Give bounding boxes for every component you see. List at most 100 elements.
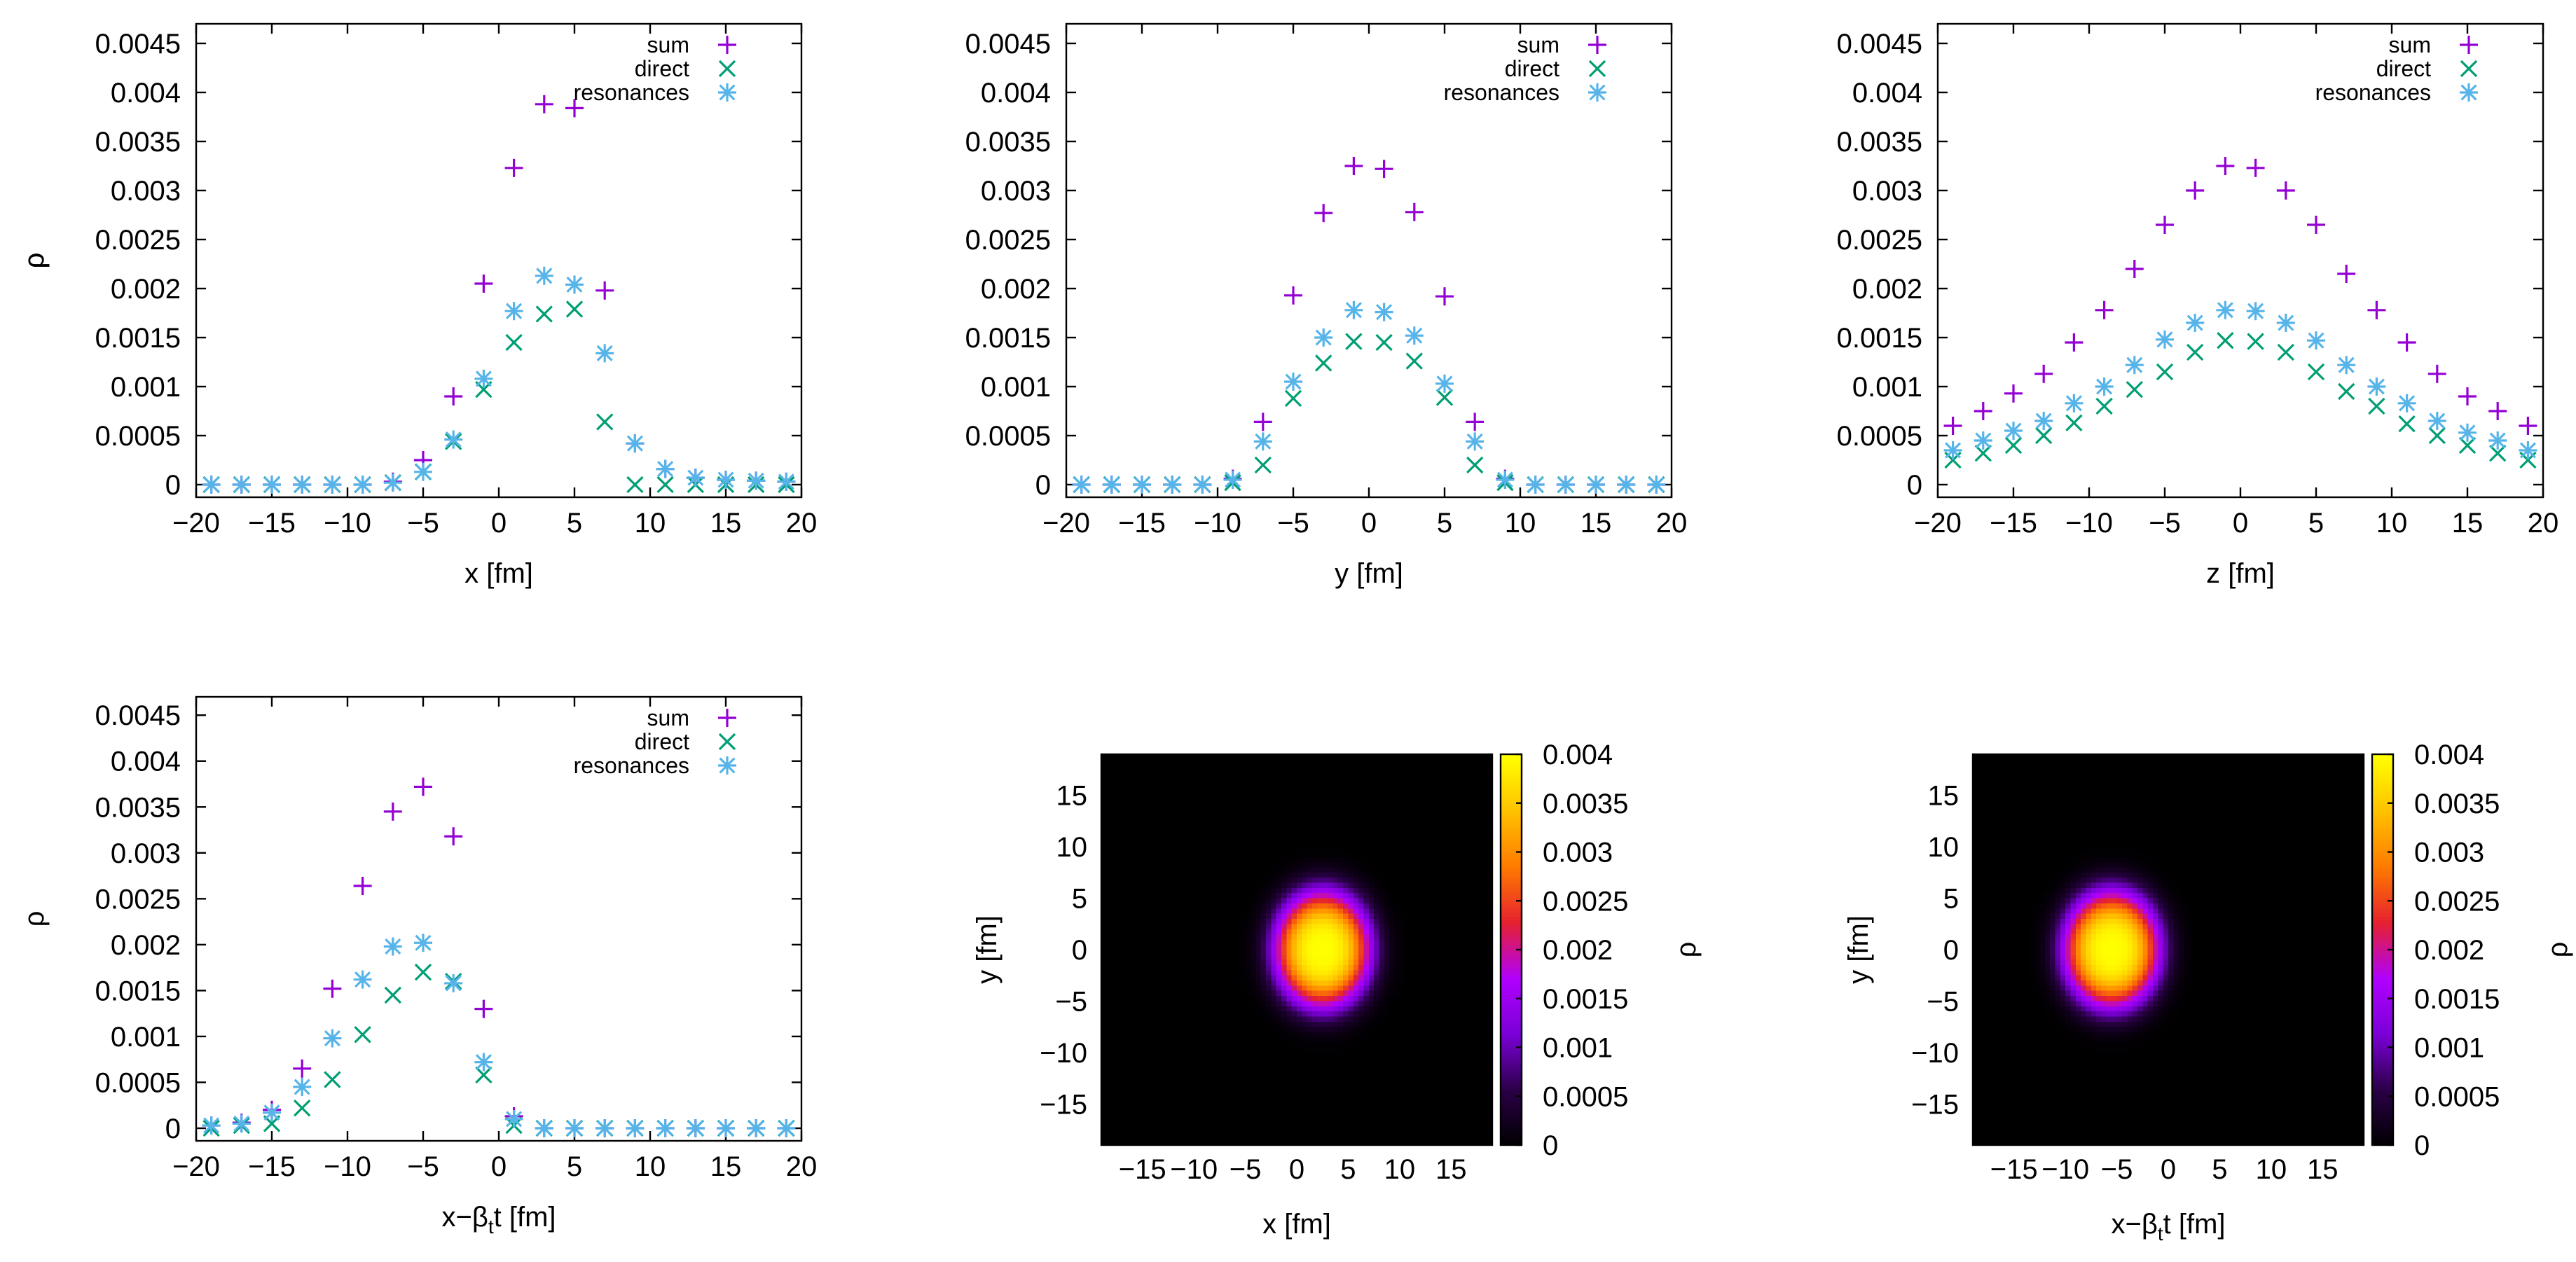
heatmap-cell — [1204, 1109, 1210, 1115]
heatmap-cell — [1194, 785, 1199, 791]
heatmap-cell — [1246, 1042, 1251, 1048]
heatmap-cell — [1312, 976, 1318, 981]
heatmap-cell — [1317, 785, 1323, 791]
heatmap-cell — [1132, 1011, 1138, 1017]
y-tick-label: 0.0015 — [1837, 323, 1922, 354]
heatmap-cell — [1215, 868, 1220, 873]
heatmap-cell — [1240, 1027, 1246, 1032]
heatmap-cell — [1148, 1079, 1153, 1084]
heatmap-cell — [1338, 883, 1344, 889]
heatmap-cell — [1323, 939, 1328, 945]
heatmap-cell — [1204, 1053, 1210, 1058]
heatmap-cell — [1255, 1027, 1261, 1032]
heatmap-cell — [1271, 1068, 1276, 1074]
heatmap-cell — [1204, 759, 1210, 765]
heatmap-cell — [1332, 816, 1338, 821]
data-point — [2277, 314, 2295, 332]
heatmap-cell — [1215, 831, 1220, 837]
heatmap-cell — [1220, 1088, 1225, 1094]
heatmap-cell — [1354, 985, 1359, 991]
data-point — [444, 431, 462, 449]
heatmap-cell — [1225, 800, 1230, 806]
heatmap-cell — [1307, 1048, 1313, 1053]
heatmap-cell — [1127, 1048, 1133, 1053]
data-point — [2369, 398, 2384, 414]
heatmap-cell — [1338, 811, 1344, 817]
heatmap-cell — [1173, 821, 1179, 826]
heatmap-cell — [1255, 862, 1261, 868]
heatmap-cell — [1158, 1125, 1164, 1130]
heatmap-cell — [1127, 888, 1133, 894]
heatmap-cell — [1332, 868, 1338, 873]
heatmap-cell — [1354, 857, 1359, 863]
heatmap-cell — [1178, 991, 1184, 997]
heatmap-cell — [1348, 893, 1354, 899]
heatmap-cell — [1209, 836, 1215, 842]
heatmap-cell — [1328, 965, 1333, 971]
heatmap-cell — [1271, 1135, 1276, 1140]
heatmap-cell — [1317, 945, 1323, 950]
heatmap-cell — [1112, 1011, 1117, 1017]
heatmap-cell — [1158, 939, 1164, 945]
heatmap-cell — [1173, 878, 1179, 883]
heatmap-cell — [1302, 1114, 1307, 1120]
heatmap-cell — [1178, 790, 1184, 796]
heatmap-cell — [1215, 1068, 1220, 1074]
heatmap-cell — [1317, 1114, 1323, 1120]
heatmap-cell — [1302, 955, 1307, 960]
heatmap-cell — [1112, 821, 1117, 826]
heatmap-cell — [1317, 914, 1323, 920]
heatmap-cell — [1163, 924, 1169, 929]
heatmap-cell — [1251, 1027, 1256, 1032]
heatmap-cell — [1178, 775, 1184, 780]
heatmap-cell — [1255, 775, 1261, 780]
heatmap-cell — [1240, 878, 1246, 883]
heatmap-cell — [1189, 1032, 1194, 1037]
heatmap-cell — [1143, 919, 1148, 924]
heatmap-cell — [1271, 1119, 1276, 1125]
heatmap-cell — [1235, 914, 1241, 920]
heatmap-cell — [1240, 811, 1246, 817]
data-point — [595, 282, 614, 300]
heatmap-cell — [1143, 883, 1148, 889]
heatmap-cell — [1348, 970, 1354, 976]
heatmap-cell — [1354, 1088, 1359, 1094]
heatmap-cell — [1261, 1119, 1267, 1125]
heatmap-cell — [1323, 821, 1328, 826]
heatmap-cell — [1152, 934, 1158, 940]
heatmap-cell — [1246, 821, 1251, 826]
heatmap-cell — [1178, 821, 1184, 826]
heatmap-cell — [1266, 1079, 1272, 1084]
heatmap-cell — [1276, 924, 1282, 929]
heatmap-cell — [1163, 1104, 1169, 1109]
heatmap-cell — [1343, 862, 1349, 868]
data-point — [1346, 334, 1361, 349]
heatmap-cell — [1112, 868, 1117, 873]
heatmap-cell — [1225, 955, 1230, 960]
heatmap-cell — [1199, 924, 1205, 929]
heatmap-cell — [1281, 805, 1287, 811]
heatmap-cell — [1199, 939, 1205, 945]
heatmap-cell — [1302, 888, 1307, 894]
heatmap-cell — [1281, 914, 1287, 920]
heatmap-cell — [1173, 1088, 1179, 1094]
heatmap-cell — [1235, 945, 1241, 950]
heatmap-cell — [1148, 903, 1153, 909]
heatmap-cell — [1209, 985, 1215, 991]
heatmap-cell — [1343, 1032, 1349, 1037]
heatmap-cell — [1127, 1027, 1133, 1032]
heatmap-cell — [1112, 847, 1117, 852]
heatmap-cell — [1251, 908, 1256, 914]
heatmap-cell — [1117, 960, 1122, 966]
heatmap-cell — [1137, 1001, 1143, 1006]
heatmap-cell — [1281, 924, 1287, 929]
heatmap-cell — [1255, 1094, 1261, 1100]
heatmap-cell — [1173, 790, 1179, 796]
heatmap-cell — [1292, 775, 1297, 780]
heatmap-cell — [1251, 816, 1256, 821]
heatmap-cell — [1348, 1027, 1354, 1032]
heatmap-cell — [1143, 965, 1148, 971]
heatmap-cell — [1209, 965, 1215, 971]
heatmap-cell — [1152, 1109, 1158, 1115]
heatmap-cell — [1266, 1083, 1272, 1089]
